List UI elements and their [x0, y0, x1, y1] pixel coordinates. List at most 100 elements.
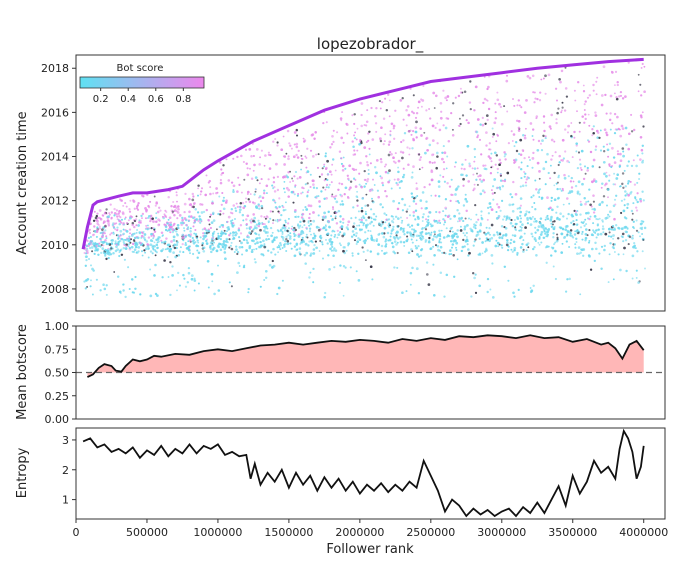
scatter-point — [84, 264, 87, 267]
scatter-point — [110, 217, 113, 220]
scatter-point — [605, 174, 608, 178]
scatter-point — [284, 229, 287, 232]
scatter-point — [573, 233, 577, 236]
scatter-point — [555, 239, 559, 243]
scatter-point — [417, 292, 421, 295]
scatter-point — [584, 172, 587, 175]
scatter-point — [255, 226, 258, 230]
scatter-point — [422, 237, 425, 240]
scatter-point — [342, 141, 345, 144]
scatter-point — [248, 231, 251, 235]
scatter-point — [232, 190, 235, 193]
scatter-point — [534, 231, 537, 234]
scatter-point — [375, 171, 378, 175]
scatter-point — [353, 134, 356, 137]
scatter-point — [242, 238, 246, 242]
scatter-point — [439, 174, 442, 177]
scatter-point — [609, 94, 613, 98]
scatter-point — [91, 267, 94, 271]
scatter-point — [96, 249, 99, 252]
scatter-point — [453, 232, 457, 236]
scatter-point — [462, 238, 465, 242]
scatter-point — [408, 214, 412, 217]
scatter-point — [470, 218, 472, 221]
scatter-point — [238, 183, 241, 187]
scatter-point — [442, 175, 445, 178]
scatter-point — [582, 254, 585, 257]
scatter-point — [200, 190, 203, 193]
scatter-point — [441, 157, 444, 161]
scatter-point — [396, 207, 400, 211]
scatter-point — [264, 276, 268, 280]
scatter-point — [118, 219, 121, 223]
scatter-point — [492, 185, 495, 188]
scatter-point — [115, 243, 118, 246]
scatter-point — [392, 124, 396, 128]
scatter-point — [219, 248, 223, 252]
scatter-point — [544, 232, 547, 235]
scatter-point — [356, 224, 358, 227]
scatter-point — [374, 115, 377, 118]
scatter-point — [141, 254, 144, 257]
scatter-point — [210, 272, 214, 276]
scatter-point — [511, 224, 515, 228]
scatter-point — [186, 227, 190, 231]
scatter-point — [122, 289, 125, 292]
scatter-point — [534, 179, 537, 182]
scatter-point — [455, 241, 459, 245]
scatter-point — [393, 252, 397, 255]
scatter-point — [532, 151, 535, 155]
scatter-point — [574, 184, 578, 188]
scatter-point — [358, 218, 361, 221]
scatter-point — [549, 219, 553, 222]
scatter-point — [451, 128, 454, 131]
scatter-point — [323, 295, 326, 299]
scatter-point — [624, 225, 628, 229]
scatter-point — [153, 228, 156, 231]
scatter-point — [154, 216, 158, 220]
scatter-point — [130, 238, 133, 241]
y-tick-label: 0.75 — [45, 343, 70, 356]
scatter-point — [474, 273, 477, 276]
scatter-point — [635, 198, 638, 201]
scatter-point — [427, 240, 431, 244]
scatter-point — [217, 232, 220, 235]
scatter-point — [94, 216, 98, 220]
scatter-point — [312, 267, 315, 271]
scatter-point — [281, 236, 285, 240]
scatter-point — [101, 228, 104, 231]
scatter-point — [313, 243, 316, 247]
scatter-point — [521, 149, 525, 152]
scatter-point — [512, 180, 515, 184]
scatter-point — [485, 114, 489, 117]
scatter-point — [368, 147, 371, 150]
scatter-point — [603, 150, 606, 153]
scatter-point — [105, 237, 108, 240]
scatter-point — [633, 241, 636, 245]
scatter-point — [315, 153, 318, 156]
scatter-point — [415, 182, 418, 185]
scatter-point — [339, 231, 342, 234]
scatter-point — [217, 264, 219, 267]
scatter-point — [562, 157, 566, 160]
scatter-point — [258, 182, 261, 185]
scatter-upper-edge — [81, 57, 644, 250]
scatter-point — [412, 94, 415, 97]
scatter-point — [415, 239, 418, 242]
scatter-point — [518, 152, 521, 156]
y-tick-label: 1 — [62, 494, 69, 507]
scatter-point — [433, 294, 436, 297]
scatter-point — [260, 178, 263, 181]
scatter-point — [506, 216, 509, 219]
scatter-point — [250, 250, 254, 254]
scatter-point — [524, 172, 527, 175]
scatter-point — [172, 235, 176, 239]
scatter-point — [232, 237, 236, 240]
scatter-point — [450, 253, 453, 255]
scatter-point — [93, 225, 96, 228]
scatter-point — [621, 182, 624, 186]
scatter-point — [451, 134, 455, 137]
scatter-point — [247, 198, 250, 201]
scatter-point — [610, 235, 613, 238]
scatter-point — [514, 226, 517, 229]
